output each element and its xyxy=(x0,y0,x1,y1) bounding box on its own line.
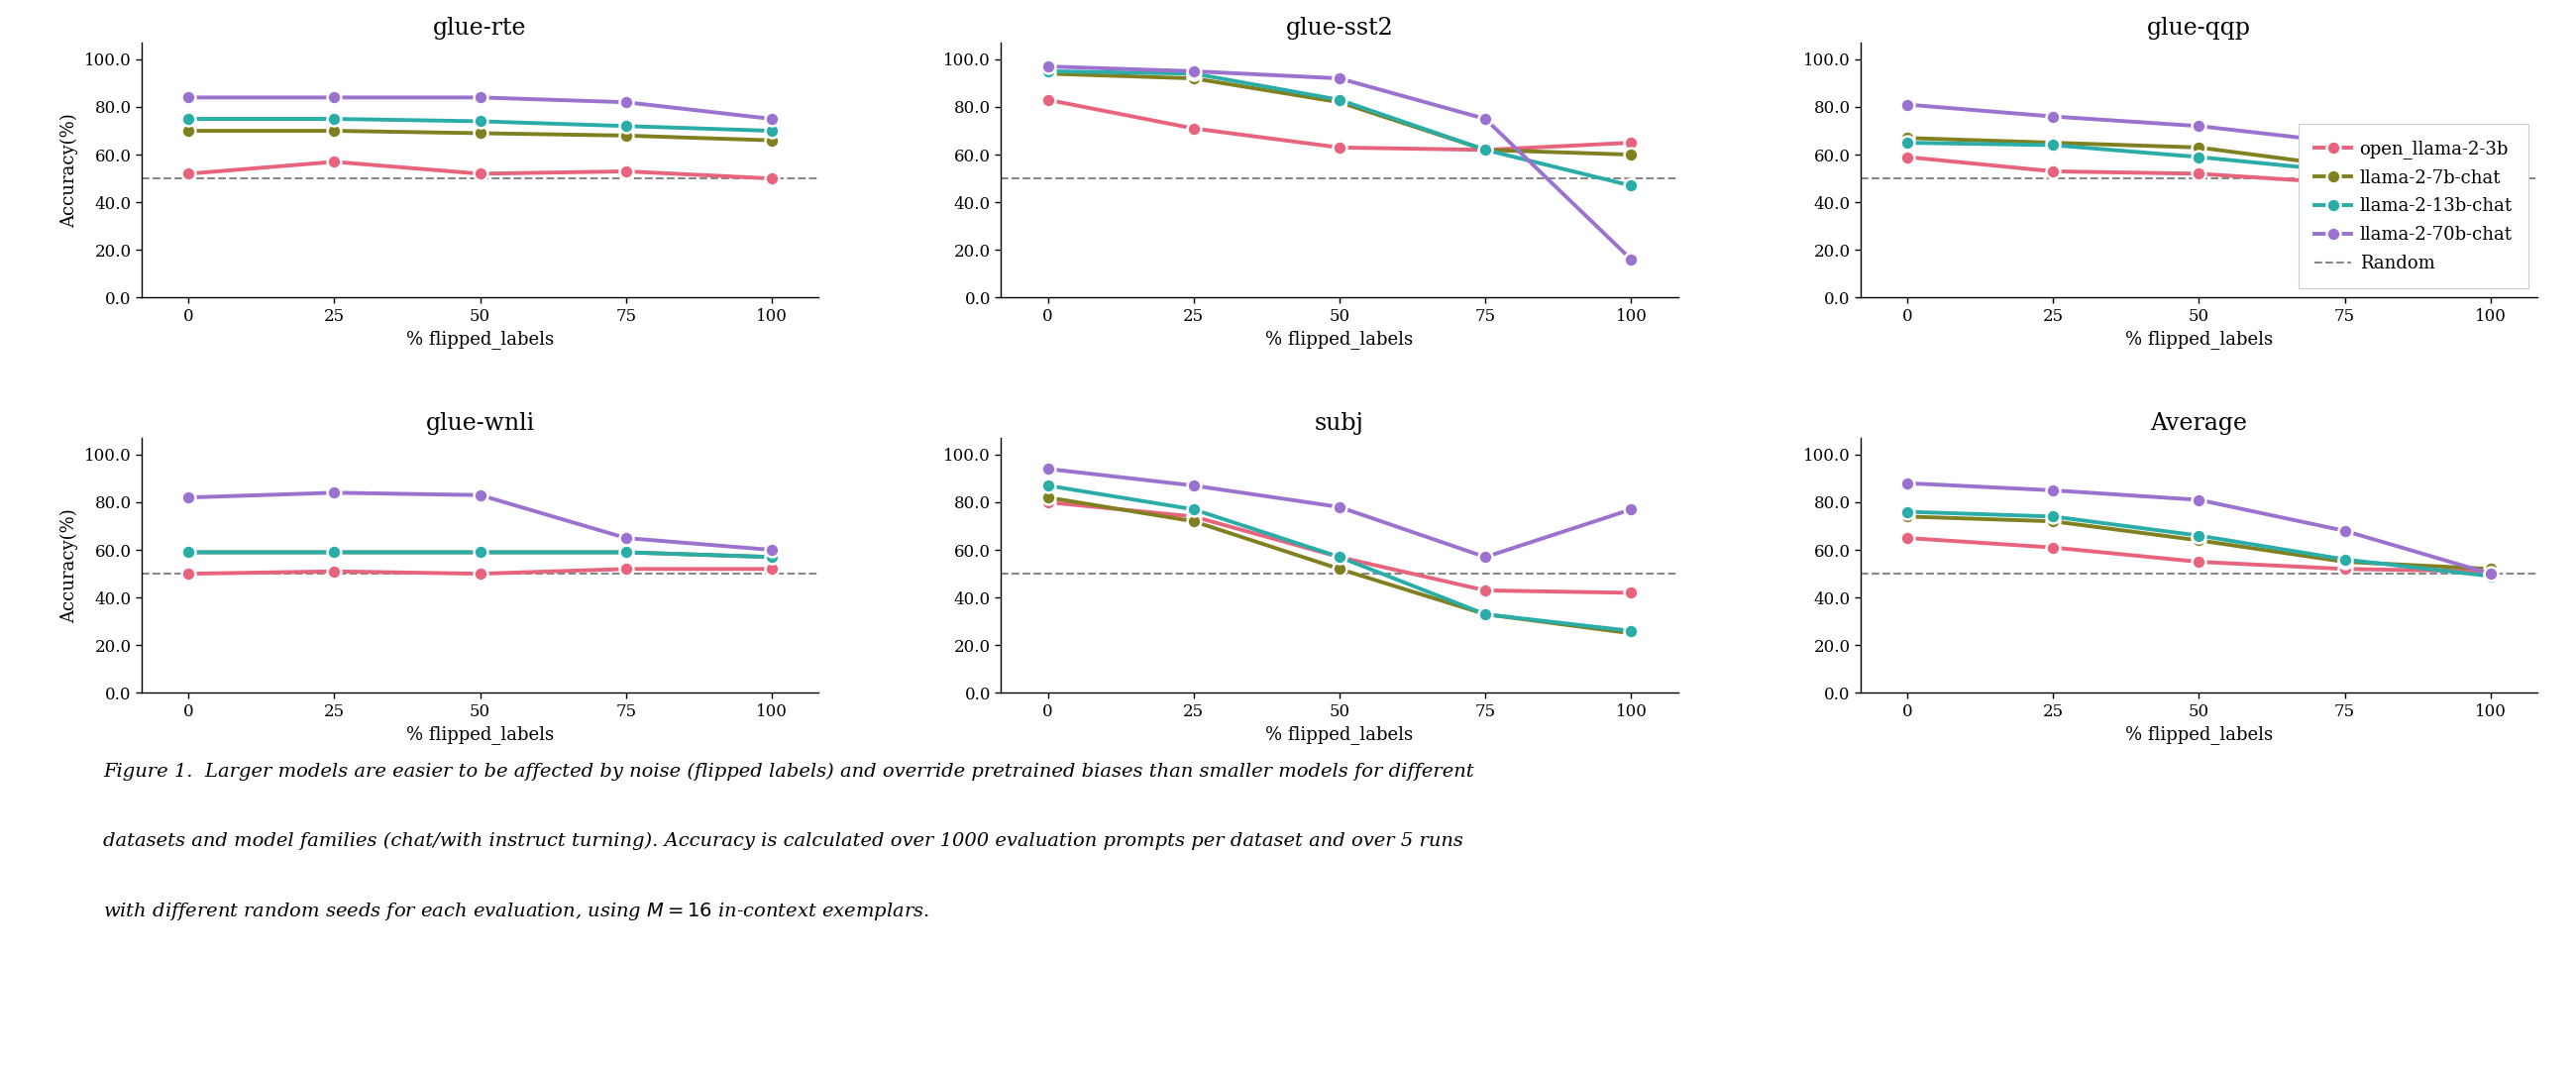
Y-axis label: Accuracy(%): Accuracy(%) xyxy=(59,113,77,227)
X-axis label: % flipped_labels: % flipped_labels xyxy=(407,726,554,744)
X-axis label: % flipped_labels: % flipped_labels xyxy=(407,330,554,349)
Text: datasets and model families (chat/with instruct turning). Accuracy is calculated: datasets and model families (chat/with i… xyxy=(103,831,1463,850)
X-axis label: % flipped_labels: % flipped_labels xyxy=(2125,330,2272,349)
Legend: open_llama-2-3b, llama-2-7b-chat, llama-2-13b-chat, llama-2-70b-chat, Random: open_llama-2-3b, llama-2-7b-chat, llama-… xyxy=(2298,124,2530,289)
Title: subj: subj xyxy=(1314,411,1365,435)
X-axis label: % flipped_labels: % flipped_labels xyxy=(1265,330,1414,349)
Title: glue-rte: glue-rte xyxy=(433,17,528,39)
Title: glue-wnli: glue-wnli xyxy=(425,411,536,435)
X-axis label: % flipped_labels: % flipped_labels xyxy=(1265,726,1414,744)
Title: glue-sst2: glue-sst2 xyxy=(1285,17,1394,39)
Text: Figure 1.  Larger models are easier to be affected by noise (flipped labels) and: Figure 1. Larger models are easier to be… xyxy=(103,762,1473,780)
X-axis label: % flipped_labels: % flipped_labels xyxy=(2125,726,2272,744)
Title: glue-qqp: glue-qqp xyxy=(2146,17,2251,39)
Y-axis label: Accuracy(%): Accuracy(%) xyxy=(59,508,77,623)
Title: Average: Average xyxy=(2151,411,2246,435)
Text: with different random seeds for each evaluation, using $M = 16$ in-context exemp: with different random seeds for each eva… xyxy=(103,901,930,922)
